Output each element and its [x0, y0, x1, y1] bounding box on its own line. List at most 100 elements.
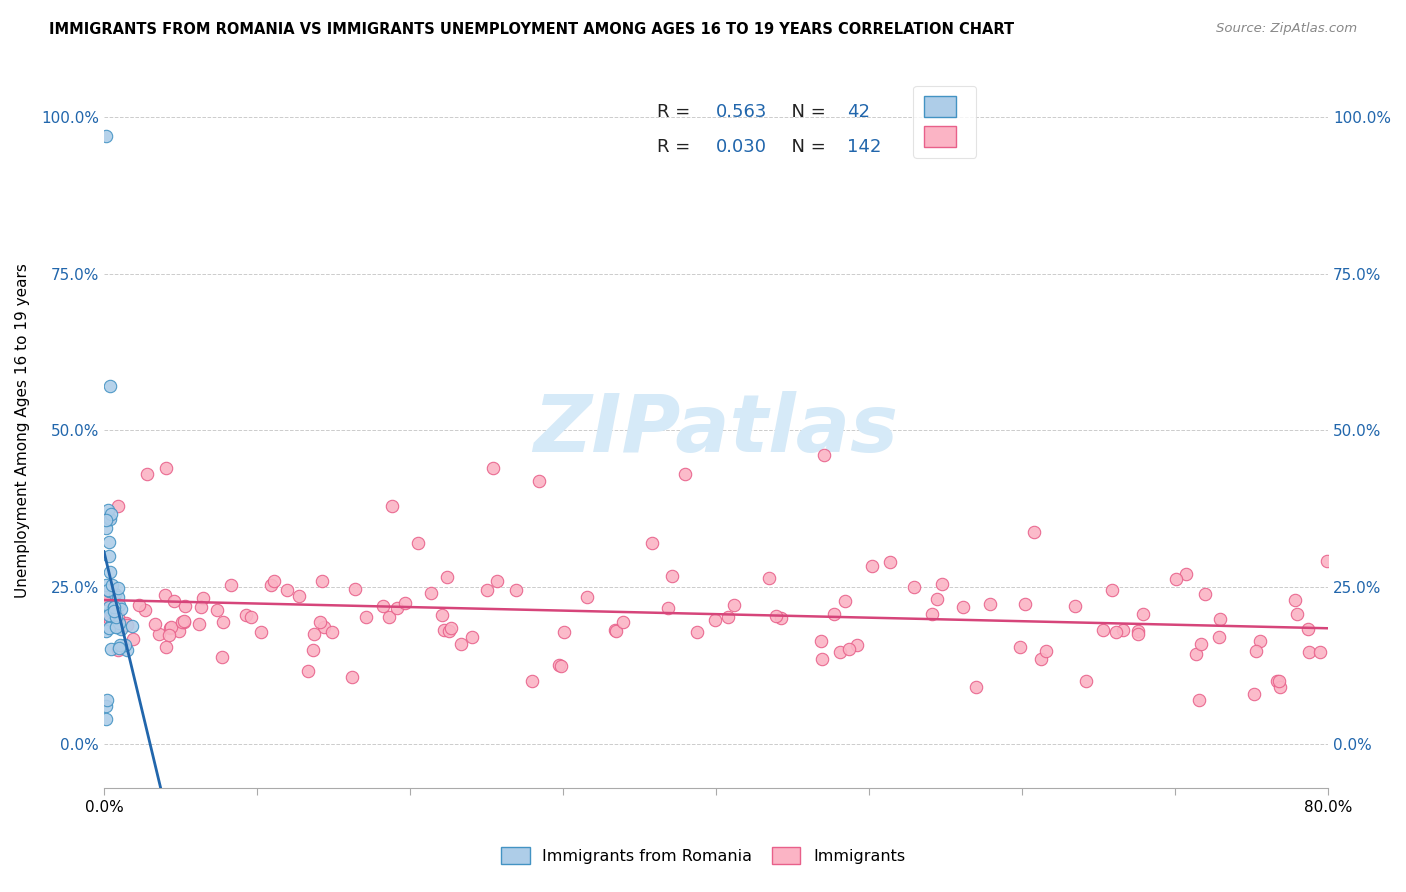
Point: [879, 555, 901, 569]
Point: [219, 577, 242, 591]
Point: [108, 615, 131, 630]
Point: [704, 613, 727, 627]
Point: [167, 624, 190, 638]
Point: [1091, 623, 1114, 637]
Point: [553, 625, 575, 640]
Text: 142: 142: [846, 137, 882, 155]
Text: R =: R =: [657, 103, 696, 121]
Point: [94, 521, 117, 535]
Point: [107, 598, 129, 612]
Point: [98, 512, 121, 526]
Point: [173, 615, 195, 629]
Point: [128, 598, 150, 612]
Point: [529, 474, 551, 488]
Point: [1008, 640, 1031, 654]
Point: [965, 681, 987, 695]
Point: [1174, 566, 1197, 581]
Point: [96, 578, 118, 592]
Point: [1074, 674, 1097, 689]
Point: [173, 614, 195, 628]
Point: [302, 627, 325, 641]
Point: [100, 604, 122, 618]
Point: [406, 536, 429, 550]
Point: [135, 467, 157, 482]
Point: [121, 618, 143, 632]
Text: R =: R =: [657, 137, 696, 155]
Point: [1286, 607, 1309, 621]
Point: [172, 615, 194, 629]
Point: [723, 599, 745, 613]
Point: [103, 599, 125, 614]
Point: [239, 610, 262, 624]
Point: [104, 587, 127, 601]
Point: [159, 621, 181, 635]
Point: [117, 642, 139, 657]
Point: [115, 616, 138, 631]
Text: 0.030: 0.030: [716, 137, 768, 155]
Point: [1267, 674, 1289, 689]
Point: [1188, 693, 1211, 707]
Point: [482, 461, 505, 475]
Point: [979, 597, 1001, 611]
Text: 42: 42: [846, 103, 870, 121]
Point: [846, 638, 869, 652]
Point: [550, 658, 572, 673]
Point: [657, 600, 679, 615]
Point: [1063, 599, 1085, 614]
Point: [810, 633, 832, 648]
Point: [385, 601, 408, 615]
Point: [640, 536, 662, 550]
Point: [105, 620, 128, 634]
Point: [460, 630, 482, 644]
Point: [211, 650, 233, 665]
Point: [155, 461, 177, 475]
Text: IMMIGRANTS FROM ROMANIA VS IMMIGRANTS UNEMPLOYMENT AMONG AGES 16 TO 19 YEARS COR: IMMIGRANTS FROM ROMANIA VS IMMIGRANTS UN…: [49, 22, 1014, 37]
Point: [834, 593, 856, 607]
Point: [952, 599, 974, 614]
Point: [354, 610, 377, 624]
Point: [155, 588, 177, 602]
Point: [100, 577, 122, 591]
Point: [1035, 644, 1057, 658]
Point: [823, 607, 845, 621]
Text: N =: N =: [780, 103, 831, 121]
Legend: , : ,: [912, 86, 976, 158]
Point: [931, 577, 953, 591]
Point: [260, 578, 283, 592]
Point: [342, 670, 364, 684]
Point: [193, 591, 215, 605]
Point: [1189, 637, 1212, 651]
Point: [110, 620, 132, 634]
Point: [97, 589, 120, 603]
Point: [1194, 587, 1216, 601]
Point: [212, 615, 235, 630]
Point: [505, 583, 527, 598]
Point: [115, 617, 138, 632]
Point: [94, 712, 117, 726]
Point: [94, 128, 117, 143]
Point: [105, 610, 128, 624]
Point: [605, 624, 627, 639]
Point: [1298, 645, 1320, 659]
Point: [287, 590, 309, 604]
Point: [105, 620, 128, 634]
Point: [661, 568, 683, 582]
Point: [311, 574, 333, 589]
Point: [134, 603, 156, 617]
Point: [1112, 623, 1135, 637]
Point: [686, 624, 709, 639]
Point: [308, 615, 330, 630]
Point: [249, 625, 271, 640]
Point: [98, 613, 121, 627]
Point: [921, 607, 943, 622]
Point: [433, 623, 456, 637]
Point: [1244, 644, 1267, 658]
Point: [321, 624, 343, 639]
Point: [830, 645, 852, 659]
Point: [107, 590, 129, 604]
Point: [97, 549, 120, 563]
Point: [94, 513, 117, 527]
Point: [575, 591, 598, 605]
Point: [344, 582, 367, 597]
Point: [108, 640, 131, 655]
